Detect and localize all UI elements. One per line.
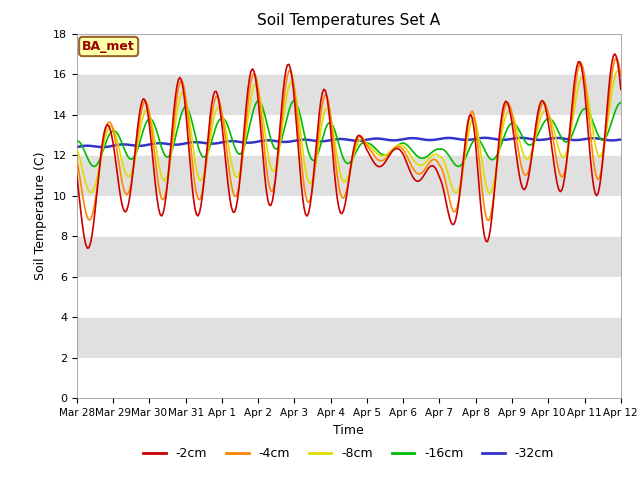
Bar [77, 155, 621, 196]
Bar [77, 277, 621, 317]
Bar [77, 74, 621, 115]
Y-axis label: Soil Temperature (C): Soil Temperature (C) [35, 152, 47, 280]
X-axis label: Time: Time [333, 424, 364, 437]
Bar [77, 358, 621, 398]
Bar [77, 34, 621, 74]
Legend: -2cm, -4cm, -8cm, -16cm, -32cm: -2cm, -4cm, -8cm, -16cm, -32cm [138, 442, 559, 465]
Bar [77, 317, 621, 358]
Bar [77, 236, 621, 277]
Text: BA_met: BA_met [82, 40, 135, 53]
Bar [77, 196, 621, 236]
Bar [77, 115, 621, 155]
Title: Soil Temperatures Set A: Soil Temperatures Set A [257, 13, 440, 28]
